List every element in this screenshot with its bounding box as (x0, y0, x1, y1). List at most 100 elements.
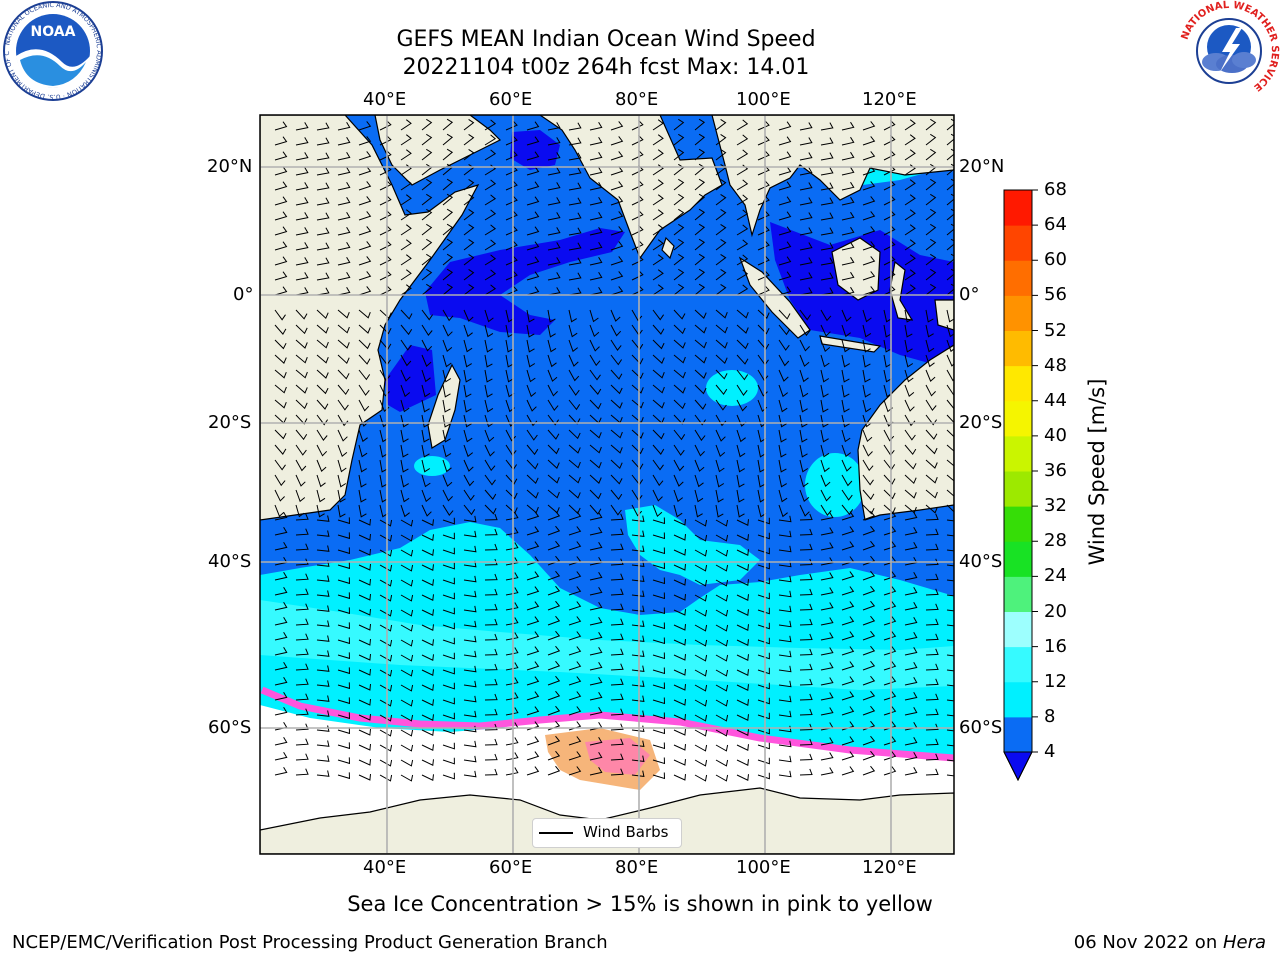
wind-barb (568, 242, 582, 251)
colorbar-segment (1004, 646, 1032, 683)
wind-barb (274, 354, 287, 364)
wind-barb (673, 354, 686, 364)
wind-barb (589, 692, 603, 701)
wind-barb (694, 744, 708, 752)
footer-date-text: 06 Nov 2022 on (1073, 932, 1223, 953)
wind-barb (421, 519, 434, 526)
wind-barb (778, 620, 792, 628)
wind-barb (883, 339, 892, 353)
wind-barb (379, 255, 392, 266)
wind-barb (358, 728, 371, 736)
wind-barb (820, 152, 834, 161)
wind-barb (526, 121, 540, 131)
wind-barb (715, 579, 729, 587)
wind-barb (715, 369, 728, 380)
wind-barb (904, 602, 918, 611)
wind-barb (631, 369, 644, 380)
map-frame (259, 114, 955, 855)
wind-barb (274, 707, 288, 716)
wind-barb (442, 253, 454, 266)
wind-barb (400, 714, 414, 722)
wind-barb (799, 354, 810, 367)
wind-barb (337, 384, 350, 396)
wind-barb (484, 339, 493, 353)
wind-barb (568, 571, 582, 581)
wind-barb (379, 120, 392, 131)
wind-barb (589, 767, 603, 776)
wind-barb (694, 624, 708, 632)
wind-barb (379, 654, 393, 662)
wind-barb (946, 193, 954, 206)
wind-barb (673, 729, 686, 736)
wind-barb (925, 768, 939, 776)
wind-barb (295, 693, 309, 701)
wind-barb (652, 224, 664, 236)
wind-barb (610, 241, 624, 251)
wind-barb (358, 578, 371, 586)
wind-barb (946, 133, 954, 146)
colorbar-tick-label: 44 (1044, 389, 1067, 411)
wind-barb (484, 369, 493, 383)
wind-barb (568, 212, 582, 221)
wind-barb (820, 707, 834, 716)
wind-barb (610, 768, 624, 776)
wind-barb (589, 271, 603, 281)
wind-barb (568, 369, 580, 382)
wind-barb (673, 639, 686, 646)
wind-barb (337, 682, 351, 690)
wind-barb (295, 489, 306, 503)
wind-barb (925, 133, 937, 146)
wind-barb (946, 714, 954, 717)
wind-barb (589, 527, 603, 536)
wind-barb (736, 354, 749, 365)
wind-barb (736, 579, 749, 586)
wind-barb (862, 136, 876, 146)
wind-barb (274, 286, 288, 296)
wind-barb (484, 663, 498, 671)
wind-barb (673, 549, 686, 556)
wind-barb (274, 767, 288, 776)
wind-barb (568, 137, 582, 146)
wind-barb (631, 605, 645, 612)
wind-barb (568, 227, 582, 236)
wind-barb (442, 667, 455, 675)
wind-barb (715, 684, 729, 692)
wind-barb (673, 564, 686, 571)
wind-barb (757, 562, 770, 570)
wind-barb (295, 167, 309, 176)
wind-barb (526, 136, 540, 146)
wind-barb (715, 148, 727, 161)
wind-barb (820, 167, 834, 176)
wind-barb (400, 699, 414, 707)
wind-barb (358, 271, 372, 281)
colorbar-tick-label: 48 (1044, 354, 1067, 376)
wind-barb (883, 324, 892, 338)
wind-barb (841, 309, 852, 322)
wind-barb (715, 519, 729, 527)
wind-barb (337, 622, 351, 630)
wind-barb (925, 118, 937, 131)
wind-barb (883, 736, 897, 746)
wind-barb (463, 148, 475, 161)
wind-barb (610, 226, 624, 236)
wind-barb (757, 637, 770, 645)
wind-barb (505, 662, 519, 671)
wind-barb (316, 740, 330, 747)
wind-barb (946, 178, 954, 191)
wind-barb (589, 399, 602, 410)
wind-barb (862, 286, 876, 296)
wind-barb (442, 622, 455, 630)
lon-label-top-80e: 80°E (615, 89, 659, 110)
wind-barb (337, 459, 347, 473)
wind-barb (757, 135, 770, 146)
wind-barb (316, 257, 330, 266)
wind-barb (442, 577, 455, 585)
wind-barb (820, 354, 830, 368)
wind-barb (841, 751, 855, 761)
wind-barb (484, 309, 494, 323)
wind-barb (547, 257, 561, 266)
wind-barb (526, 571, 540, 581)
wind-barb (316, 309, 329, 320)
wind-barb (568, 309, 577, 323)
wind-barb (337, 504, 346, 518)
